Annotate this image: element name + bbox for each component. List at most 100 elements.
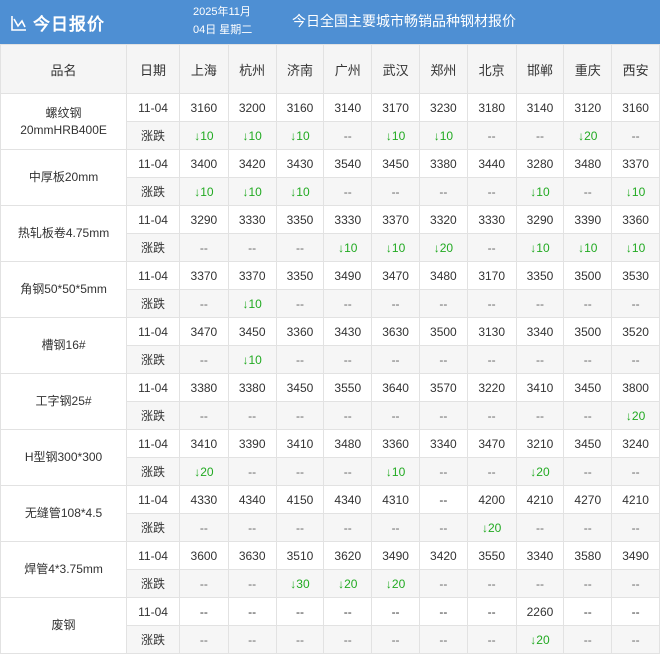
product-name: 废钢 — [0, 597, 128, 654]
change-cell: -- — [563, 513, 613, 542]
column-header: 杭州 — [227, 44, 277, 94]
price-cell: 4330 — [178, 485, 229, 514]
table-row: 涨跌 -- -- -- -- -- -- -- ↓20 -- -- — [1, 625, 660, 654]
price-cell: 3500 — [563, 317, 613, 346]
change-cell: ↓30 — [275, 569, 325, 598]
table-row: 焊管4*3.75mm 11-04 3600 3630 3510 3620 3490 3420 3… — [0, 541, 660, 598]
change-cell: ↓20 — [466, 513, 517, 542]
price-date: 11-04 — [126, 93, 180, 122]
change-cell: -- — [227, 569, 277, 598]
price-cell: 3490 — [371, 541, 420, 570]
table-row: 工字钢25# 11-04 3380 3380 3450 3550 3640 3570 3220 3… — [0, 373, 660, 430]
change-cell: -- — [178, 569, 229, 598]
price-cell: 3340 — [515, 317, 565, 346]
change-cell: -- — [275, 289, 325, 318]
change-cell: ↓10 — [611, 233, 660, 262]
change-cell: ↓20 — [418, 233, 468, 262]
price-cell: 3800 — [611, 373, 660, 402]
change-cell: -- — [515, 401, 565, 430]
table-row: H型钢300*300 11-04 3410 3390 3410 3480 3360 3340 3… — [0, 429, 660, 486]
price-cell: 3330 — [466, 205, 517, 234]
price-cell: -- — [563, 597, 613, 626]
price-cell: 4210 — [611, 485, 660, 514]
change-cell: -- — [418, 625, 468, 654]
change-cell: -- — [178, 233, 229, 262]
price-cell: 3360 — [275, 317, 325, 346]
change-cell: -- — [515, 289, 565, 318]
price-cell: 3320 — [418, 205, 468, 234]
change-cell: -- — [275, 401, 325, 430]
table-row: 槽钢16# 11-04 3470 3450 3360 3430 3630 3500 3130 33… — [0, 317, 660, 374]
change-label: 涨跌 — [126, 233, 180, 262]
change-cell: ↓10 — [227, 345, 277, 374]
change-cell: ↓10 — [371, 457, 420, 486]
table-row: 涨跌 -- -- -- -- -- -- -- -- -- ↓20 — [1, 401, 660, 430]
price-cell: 3470 — [466, 429, 517, 458]
change-cell: ↓10 — [418, 121, 468, 150]
price-cell: 3390 — [227, 429, 277, 458]
price-cell: 4310 — [371, 485, 420, 514]
product-name: 焊管4*3.75mm — [0, 541, 128, 598]
price-cell: 3530 — [611, 261, 660, 290]
change-cell: -- — [323, 121, 373, 150]
price-cell: 3450 — [563, 373, 613, 402]
change-cell: -- — [563, 289, 613, 318]
change-cell: -- — [611, 121, 660, 150]
price-cell: 3350 — [275, 205, 325, 234]
price-date: 11-04 — [126, 429, 180, 458]
header-date-day: 04日 星期二 — [193, 24, 253, 36]
price-cell: 3630 — [371, 317, 420, 346]
change-cell: -- — [371, 177, 420, 206]
table-body: 螺纹钢 20mmHRB400E 11-04 3160 3200 3160 3140 3170… — [0, 93, 660, 654]
change-label: 涨跌 — [126, 177, 180, 206]
table-row: 废钢 11-04 -- -- -- -- -- -- -- 2260 -- -- — [0, 597, 660, 654]
change-cell: -- — [515, 121, 565, 150]
price-cell: 3360 — [611, 205, 660, 234]
change-cell: -- — [227, 233, 277, 262]
price-cell: 3140 — [515, 93, 565, 122]
price-cell: 3450 — [227, 317, 277, 346]
change-cell: -- — [611, 569, 660, 598]
price-cell: 3280 — [515, 149, 565, 178]
change-cell: -- — [178, 345, 229, 374]
price-cell: 4270 — [563, 485, 613, 514]
price-cell: 2260 — [515, 597, 565, 626]
price-cell: 3240 — [611, 429, 660, 458]
change-cell: ↓10 — [371, 233, 420, 262]
change-cell: -- — [611, 513, 660, 542]
price-cell: -- — [227, 597, 277, 626]
change-cell: -- — [323, 513, 373, 542]
change-cell: ↓10 — [178, 121, 229, 150]
product-name: 工字钢25# — [0, 373, 128, 430]
price-cell: 3380 — [418, 149, 468, 178]
change-label: 涨跌 — [126, 401, 180, 430]
price-table: 品名 日期 上海 杭州 济南 广州 武汉 郑州 北京 邯郸 重庆 西安 螺纹钢 20mmHRB400E… — [0, 44, 660, 654]
change-cell: -- — [418, 289, 468, 318]
change-cell: -- — [178, 513, 229, 542]
page-title-text: 今日全国主要城市畅销品种钢材报价 — [292, 13, 516, 29]
table-row: 涨跌 -- -- ↓30 ↓20 ↓20 -- -- -- -- -- — [1, 569, 660, 598]
change-cell: -- — [323, 625, 373, 654]
change-cell: ↓20 — [611, 401, 660, 430]
change-cell: ↓10 — [611, 177, 660, 206]
price-cell: 3430 — [323, 317, 373, 346]
price-cell: 3450 — [275, 373, 325, 402]
change-cell: -- — [466, 345, 517, 374]
price-cell: 3450 — [563, 429, 613, 458]
price-cell: 3130 — [466, 317, 517, 346]
price-cell: 3510 — [275, 541, 325, 570]
price-cell: 3480 — [323, 429, 373, 458]
price-date: 11-04 — [126, 541, 180, 570]
change-cell: -- — [466, 289, 517, 318]
price-cell: -- — [275, 597, 325, 626]
header-date-month: 2025年11月 — [193, 6, 251, 18]
header-logo-text: 今日报价 — [33, 15, 105, 34]
change-cell: -- — [418, 177, 468, 206]
price-cell: 3550 — [323, 373, 373, 402]
price-cell: 3580 — [563, 541, 613, 570]
price-cell: 3370 — [178, 261, 229, 290]
price-cell: 3490 — [323, 261, 373, 290]
header-date: 2025年11月 04日 星期二 — [193, 3, 252, 39]
change-cell: -- — [323, 177, 373, 206]
price-cell: 4200 — [466, 485, 517, 514]
